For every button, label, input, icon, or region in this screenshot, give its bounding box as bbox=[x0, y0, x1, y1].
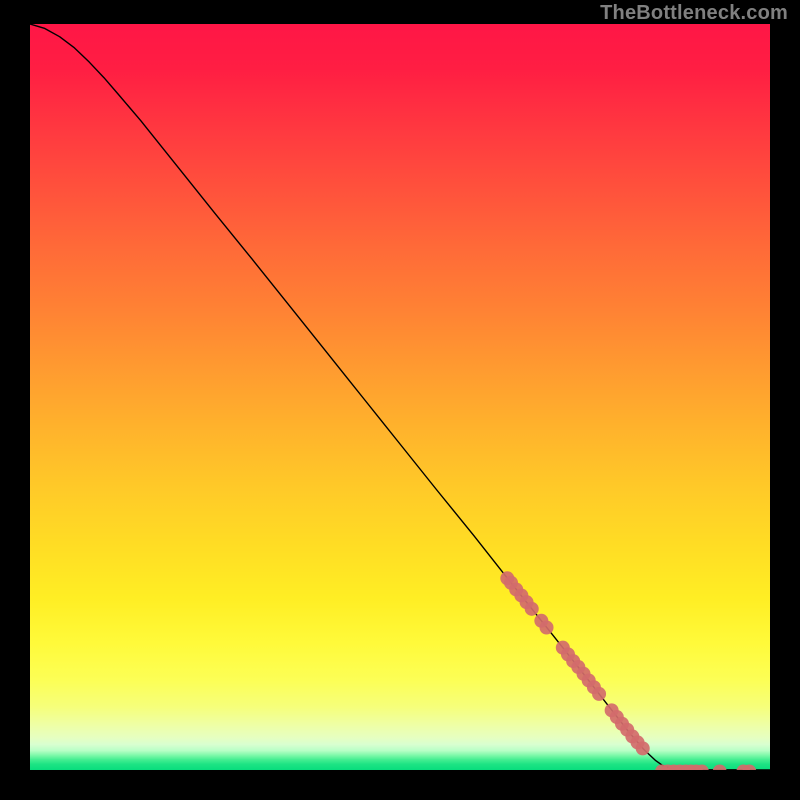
chart-svg bbox=[30, 24, 770, 770]
scatter-point bbox=[525, 602, 539, 616]
scatter-point bbox=[540, 621, 554, 635]
chart-area bbox=[30, 24, 770, 770]
scatter-point bbox=[592, 687, 606, 701]
chart-background bbox=[30, 24, 770, 770]
scatter-point bbox=[636, 741, 650, 755]
watermark-text: TheBottleneck.com bbox=[600, 2, 788, 25]
